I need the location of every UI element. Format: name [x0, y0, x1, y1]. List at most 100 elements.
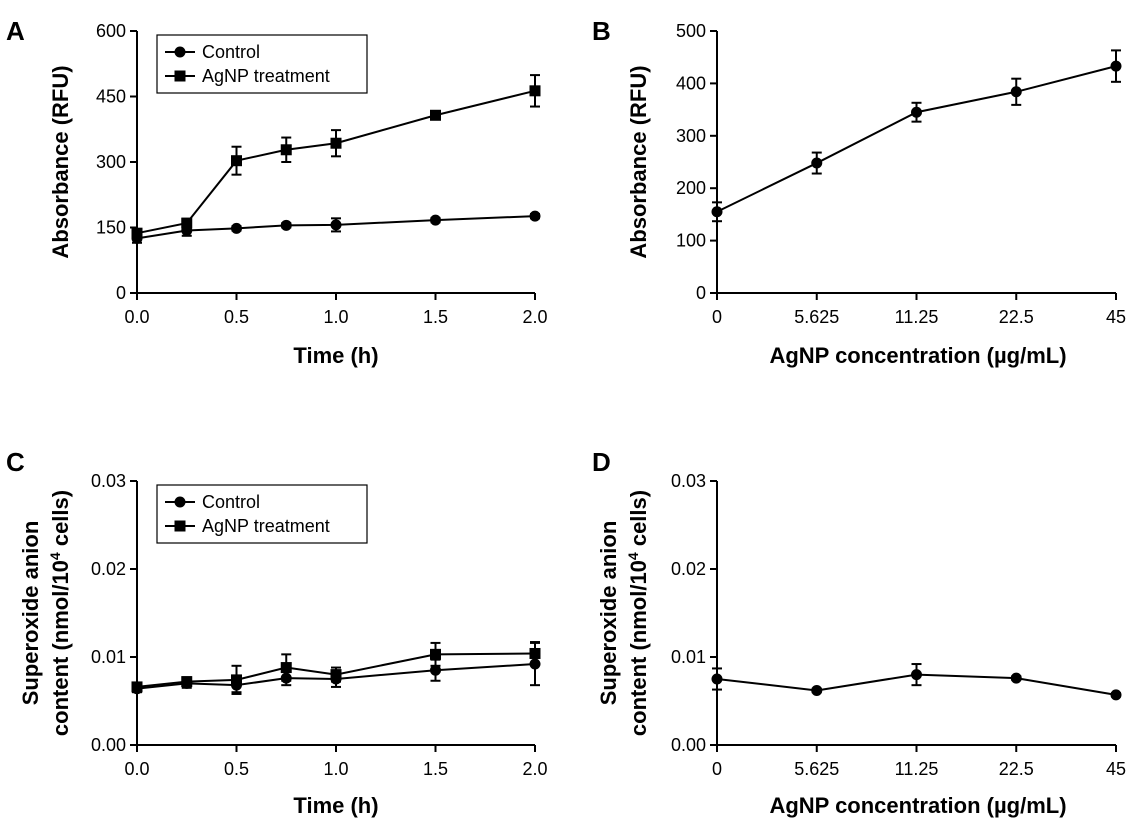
agnp-treatment-point	[231, 674, 242, 686]
y-tick-label: 0	[116, 283, 126, 303]
y-tick-label: 0	[696, 283, 706, 303]
agnp-treatment-point	[231, 155, 242, 167]
y-tick-label: 0.01	[91, 647, 126, 667]
panel-d-ylabel-part2: cells)	[626, 490, 651, 552]
panel-d-plot: 0.00 0.01 0.02 0.03 0 5.625 11.25 22.5 45	[671, 471, 1126, 779]
legend-circle-marker	[174, 496, 186, 508]
panel-c-x-axis-title: Time (h)	[293, 793, 378, 818]
control-point	[430, 664, 441, 676]
y-tick-label: 100	[676, 231, 706, 251]
y-tick-label: 0.01	[671, 647, 706, 667]
panel-a-y-axis-title: Absorbance (RFU)	[48, 65, 73, 258]
panel-c-plot: 0.00 0.01 0.02 0.03 0.0 0.5 1.0 1.5 2.0 Control Ag…	[91, 471, 548, 779]
panel-a-x-axis-title: Time (h)	[293, 343, 378, 368]
panel-d-y-axis-title-line2: content (nmol/104 cells)	[625, 490, 651, 736]
control-point	[529, 210, 541, 222]
x-tick-label: 45	[1106, 307, 1126, 327]
x-tick-label: 1.5	[423, 759, 448, 779]
x-tick-label: 22.5	[999, 759, 1034, 779]
agnp-treatment-point	[529, 85, 541, 97]
legend-square-marker	[174, 70, 186, 82]
y-tick-label: 200	[676, 178, 706, 198]
x-tick-label: 11.25	[895, 759, 939, 779]
series-point	[1010, 672, 1022, 684]
agnp-treatment-point	[131, 227, 143, 239]
x-tick-label: 45	[1106, 759, 1126, 779]
x-tick-label: 1.5	[423, 307, 448, 327]
panel-d-ylabel-part1: content (nmol/10	[626, 560, 651, 736]
control-point	[330, 219, 342, 231]
y-tick-label: 300	[676, 126, 706, 146]
series-point	[1110, 60, 1122, 72]
panel-d-y-axis-title-line1: Superoxide anion	[596, 521, 621, 706]
panel-b: B Absorbance (RFU) AgNP concentration (µ…	[592, 16, 1126, 368]
y-tick-label: 0.00	[671, 735, 706, 755]
panel-d-ylabel-superscript: 4	[625, 552, 641, 560]
panel-a-plot: 0 150 300 450 600 0.0 0.5 1.0 1.5 2.0 Control AgNP …	[96, 21, 548, 327]
agnp-treatment-point	[330, 137, 342, 149]
panel-b-x-axis-title: AgNP concentration (µg/mL)	[769, 343, 1066, 368]
panel-letter-c: C	[6, 447, 25, 477]
x-tick-label: 0.0	[124, 307, 149, 327]
series-point	[711, 206, 723, 218]
agnp-treatment-point	[330, 669, 342, 681]
legend-label: AgNP treatment	[202, 66, 330, 86]
series-point	[811, 157, 823, 169]
y-tick-label: 600	[96, 21, 126, 41]
y-tick-label: 400	[676, 73, 706, 93]
y-tick-label: 0.03	[91, 471, 126, 491]
x-tick-label: 2.0	[522, 307, 547, 327]
panel-d-x-axis-title: AgNP concentration (µg/mL)	[769, 793, 1066, 818]
x-tick-label: 5.625	[794, 307, 839, 327]
agnp-treatment-point	[529, 647, 541, 659]
series-point	[811, 684, 823, 696]
legend-label: AgNP treatment	[202, 516, 330, 536]
series-point	[911, 669, 922, 681]
y-tick-label: 0.03	[671, 471, 706, 491]
x-tick-label: 1.0	[323, 307, 348, 327]
panel-letter-a: A	[6, 16, 25, 46]
x-tick-label: 0	[712, 759, 722, 779]
legend-label: Control	[202, 492, 260, 512]
agnp-treatment-point	[280, 144, 292, 156]
control-point	[430, 214, 441, 226]
y-tick-label: 150	[96, 218, 126, 238]
panel-c-ylabel-part1: content (nmol/10	[48, 560, 73, 736]
y-tick-label: 500	[676, 21, 706, 41]
x-tick-label: 2.0	[522, 759, 547, 779]
panel-c-y-axis-title-line1: Superoxide anion	[18, 521, 43, 706]
series-point	[1110, 689, 1122, 701]
agnp-treatment-point	[181, 676, 193, 688]
legend-box	[156, 484, 368, 544]
y-tick-label: 0.02	[671, 559, 706, 579]
y-tick-label: 300	[96, 152, 126, 172]
control-point	[231, 222, 242, 234]
x-tick-label: 22.5	[999, 307, 1034, 327]
panel-c: C Superoxide anion content (nmol/104 cel…	[6, 447, 548, 818]
y-tick-label: 450	[96, 87, 126, 107]
legend-square-marker	[174, 520, 186, 532]
legend-box	[156, 34, 368, 94]
panel-b-plot: 0 100 200 300 400 500 0 5.625 11.25 22.5 45	[676, 21, 1126, 327]
y-tick-label: 0.00	[91, 735, 126, 755]
panel-c-ylabel-part2: cells)	[48, 490, 73, 552]
x-tick-label: 11.25	[895, 307, 939, 327]
agnp-treatment-line	[136, 89, 536, 235]
agnp-treatment-point	[131, 681, 143, 693]
legend-circle-marker	[174, 46, 186, 58]
x-tick-label: 5.625	[794, 759, 839, 779]
series-line	[716, 65, 1117, 213]
x-tick-label: 0.5	[224, 759, 249, 779]
panel-letter-b: B	[592, 16, 611, 46]
x-tick-label: 1.0	[323, 759, 348, 779]
panel-letter-d: D	[592, 447, 611, 477]
control-point	[280, 219, 292, 231]
panel-a: A Absorbance (RFU) Time (h) 0 150 300 450 60…	[6, 16, 548, 368]
panel-d: D Superoxide anion content (nmol/104 cel…	[592, 447, 1126, 818]
agnp-treatment-point	[280, 662, 292, 674]
y-tick-label: 0.02	[91, 559, 126, 579]
series-point	[1010, 86, 1022, 98]
panel-c-ylabel-superscript: 4	[47, 552, 63, 560]
x-tick-label: 0	[712, 307, 722, 327]
